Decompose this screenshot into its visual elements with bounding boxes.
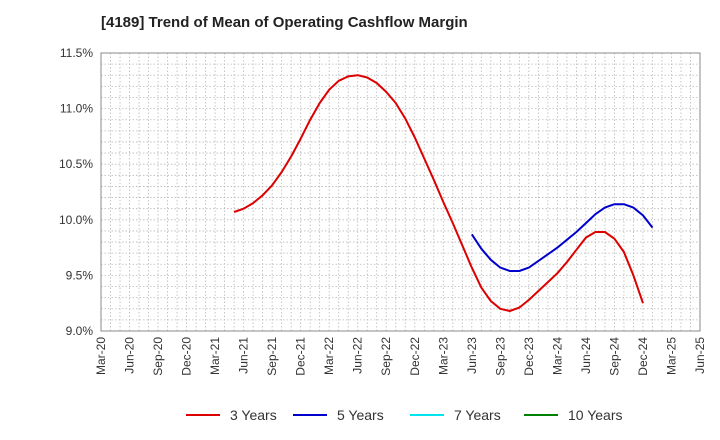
legend-label-10-years: 10 Years [568, 407, 623, 423]
legend-label-3-years: 3 Years [230, 407, 277, 423]
grid-lines [101, 53, 700, 331]
y-axis-tick-labels: 9.0% 9.5% 10.0% 10.5% 11.0% 11.5% [59, 46, 93, 338]
x-tick-label: Sep-21 [265, 337, 279, 376]
y-tick-label: 11.0% [60, 102, 93, 116]
plot-area-frame [100, 52, 701, 332]
series-lines [233, 74, 654, 312]
legend-item-3-years: 3 Years [186, 404, 277, 426]
x-tick-label: Jun-20 [123, 337, 137, 374]
legend-label-5-years: 5 Years [337, 407, 384, 423]
legend-swatch-7-years [410, 414, 444, 416]
x-tick-label: Jun-25 [693, 337, 707, 374]
legend-item-5-years: 5 Years [293, 404, 384, 426]
x-tick-label: Dec-23 [522, 337, 536, 376]
x-tick-label: Mar-23 [436, 337, 450, 375]
x-tick-label: Dec-21 [294, 337, 308, 376]
x-tick-label: Mar-20 [94, 337, 108, 375]
legend-swatch-5-years [293, 414, 327, 416]
x-tick-label: Mar-24 [550, 337, 564, 375]
legend: 3 Years 5 Years 7 Years 10 Years [0, 404, 720, 426]
series-line-3-years [233, 74, 644, 312]
x-tick-label: Mar-22 [322, 337, 336, 375]
x-tick-label: Sep-20 [151, 337, 165, 376]
series-line-5-years [470, 203, 654, 272]
legend-label-7-years: 7 Years [454, 407, 501, 423]
y-tick-label: 11.5% [60, 46, 93, 60]
x-tick-label: Dec-22 [408, 337, 422, 376]
legend-item-10-years: 10 Years [524, 404, 623, 426]
x-axis-tick-labels: Mar-20 Jun-20 Sep-20 Dec-20 Mar-21 Jun-21 Sep-… [94, 337, 707, 376]
legend-swatch-3-years [186, 414, 220, 416]
x-tick-label: Sep-24 [607, 337, 621, 376]
y-tick-label: 10.5% [59, 157, 93, 171]
x-tick-label: Jun-22 [351, 337, 365, 374]
x-tick-label: Jun-24 [579, 337, 593, 374]
x-tick-label: Sep-22 [379, 337, 393, 376]
y-tick-label: 10.0% [59, 213, 93, 227]
x-tick-label: Sep-23 [493, 337, 507, 376]
x-tick-label: Dec-20 [180, 337, 194, 376]
x-tick-label: Jun-21 [237, 337, 251, 374]
legend-item-7-years: 7 Years [410, 404, 501, 426]
x-tick-label: Mar-25 [664, 337, 678, 375]
chart-title: [4189] Trend of Mean of Operating Cashfl… [101, 14, 468, 31]
y-tick-label: 9.0% [66, 324, 94, 338]
x-tick-label: Jun-23 [465, 337, 479, 374]
x-tick-label: Mar-21 [208, 337, 222, 375]
y-tick-label: 9.5% [66, 268, 94, 282]
legend-swatch-10-years [524, 414, 558, 416]
x-tick-label: Dec-24 [636, 337, 650, 376]
